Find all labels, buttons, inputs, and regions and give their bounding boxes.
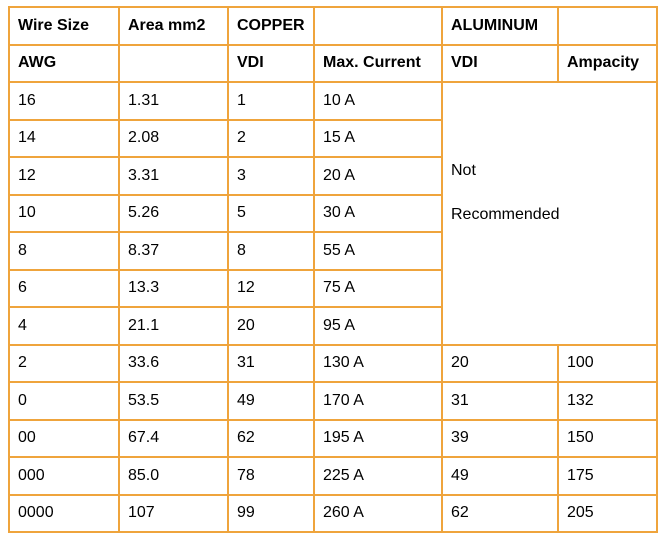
cell-awg: 00 — [8, 418, 120, 458]
cell-awg: 2 — [8, 343, 120, 383]
cell-aluminum-ampacity: 100 — [557, 343, 658, 383]
cell-copper-vdi: 99 — [227, 493, 315, 533]
cell-area-mm2: 107 — [118, 493, 229, 533]
cell-copper-vdi: 78 — [227, 456, 315, 496]
header-aluminum-spacer — [557, 6, 658, 46]
header-copper: COPPER — [227, 6, 315, 46]
cell-copper-max-current: 170 A — [313, 381, 443, 421]
cell-copper-max-current: 20 A — [313, 156, 443, 196]
cell-awg: 12 — [8, 156, 120, 196]
cell-copper-vdi: 49 — [227, 381, 315, 421]
cell-copper-max-current: 55 A — [313, 231, 443, 271]
cell-area-mm2: 5.26 — [118, 193, 229, 233]
header-copper-spacer — [313, 6, 443, 46]
table-row: 16 1.31 1 10 A Not Recommended — [8, 81, 658, 346]
header-max-current: Max. Current — [313, 43, 443, 83]
table-row: 14 2.08 2 15 A — [8, 118, 657, 158]
cell-aluminum-ampacity: 132 — [557, 381, 658, 421]
cell-area-mm2: 53.5 — [118, 381, 229, 421]
cell-awg: 14 — [8, 118, 120, 158]
cell-area-mm2: 2.08 — [118, 118, 229, 158]
cell-area-mm2: 85.0 — [118, 456, 229, 496]
cell-copper-max-current: 30 A — [313, 193, 443, 233]
header-copper-vdi: VDI — [227, 43, 315, 83]
table-row: 6 13.3 12 75 A — [8, 268, 657, 308]
cell-copper-vdi: 2 — [227, 118, 315, 158]
cell-copper-vdi: 12 — [227, 268, 315, 308]
cell-awg: 000 — [8, 456, 120, 496]
cell-awg: 8 — [8, 231, 120, 271]
cell-copper-vdi: 62 — [227, 418, 315, 458]
header-aluminum-vdi: VDI — [441, 43, 559, 83]
cell-area-mm2: 1.31 — [118, 81, 229, 121]
table-row: 4 21.1 20 95 A — [8, 306, 657, 346]
table-row: 8 8.37 8 55 A — [8, 231, 657, 271]
table-row: 12 3.31 3 20 A — [8, 156, 657, 196]
cell-area-mm2: 21.1 — [118, 306, 229, 346]
table-body: 16 1.31 1 10 A Not Recommended 14 2.08 2 15 A 12 3.… — [8, 81, 658, 533]
cell-copper-vdi: 3 — [227, 156, 315, 196]
cell-copper-vdi: 8 — [227, 231, 315, 271]
header-row-groups: Wire Size Area mm2 COPPER ALUMINUM — [8, 6, 658, 46]
cell-copper-max-current: 225 A — [313, 456, 443, 496]
not-recommended-line2: Recommended — [451, 206, 560, 224]
cell-copper-max-current: 15 A — [313, 118, 443, 158]
cell-aluminum-vdi: 20 — [441, 343, 559, 383]
cell-awg: 0 — [8, 381, 120, 421]
cell-copper-max-current: 260 A — [313, 493, 443, 533]
not-recommended-text: Not Recommended — [451, 163, 654, 223]
cell-awg: 6 — [8, 268, 120, 308]
header-awg: AWG — [8, 43, 120, 83]
cell-copper-vdi: 20 — [227, 306, 315, 346]
cell-copper-vdi: 31 — [227, 343, 315, 383]
cell-copper-max-current: 10 A — [313, 81, 443, 121]
table-row: 00 67.4 62 195 A 39 150 — [8, 418, 658, 458]
cell-area-mm2: 3.31 — [118, 156, 229, 196]
cell-awg: 0000 — [8, 493, 120, 533]
wire-size-table: Wire Size Area mm2 COPPER ALUMINUM AWG V… — [8, 6, 658, 533]
header-row-columns: AWG VDI Max. Current VDI Ampacity — [8, 43, 658, 83]
cell-copper-max-current: 195 A — [313, 418, 443, 458]
header-area-mm2: Area mm2 — [118, 6, 229, 46]
cell-area-mm2: 67.4 — [118, 418, 229, 458]
cell-awg: 16 — [8, 81, 120, 121]
cell-area-mm2: 8.37 — [118, 231, 229, 271]
cell-area-mm2: 33.6 — [118, 343, 229, 383]
header-wire-size: Wire Size — [8, 6, 120, 46]
cell-aluminum-ampacity: 150 — [557, 418, 658, 458]
header-area-spacer — [118, 43, 229, 83]
table-row: 0 53.5 49 170 A 31 132 — [8, 381, 658, 421]
cell-aluminum-vdi: 31 — [441, 381, 559, 421]
cell-aluminum-vdi: 49 — [441, 456, 559, 496]
cell-aluminum-ampacity: 205 — [557, 493, 658, 533]
cell-awg: 10 — [8, 193, 120, 233]
cell-aluminum-ampacity: 175 — [557, 456, 658, 496]
table-row: 0000 107 99 260 A 62 205 — [8, 493, 658, 533]
header-ampacity: Ampacity — [557, 43, 658, 83]
cell-awg: 4 — [8, 306, 120, 346]
not-recommended-cell: Not Recommended — [441, 81, 658, 346]
cell-copper-vdi: 1 — [227, 81, 315, 121]
table-row: 10 5.26 5 30 A — [8, 193, 657, 233]
cell-aluminum-vdi: 62 — [441, 493, 559, 533]
cell-copper-max-current: 130 A — [313, 343, 443, 383]
table-row: 000 85.0 78 225 A 49 175 — [8, 456, 658, 496]
cell-copper-max-current: 75 A — [313, 268, 443, 308]
cell-copper-max-current: 95 A — [313, 306, 443, 346]
cell-aluminum-vdi: 39 — [441, 418, 559, 458]
not-recommended-line1: Not — [451, 162, 476, 180]
table-header: Wire Size Area mm2 COPPER ALUMINUM AWG V… — [8, 6, 658, 83]
header-aluminum: ALUMINUM — [441, 6, 559, 46]
cell-area-mm2: 13.3 — [118, 268, 229, 308]
table-row: 2 33.6 31 130 A 20 100 — [8, 343, 658, 383]
cell-copper-vdi: 5 — [227, 193, 315, 233]
